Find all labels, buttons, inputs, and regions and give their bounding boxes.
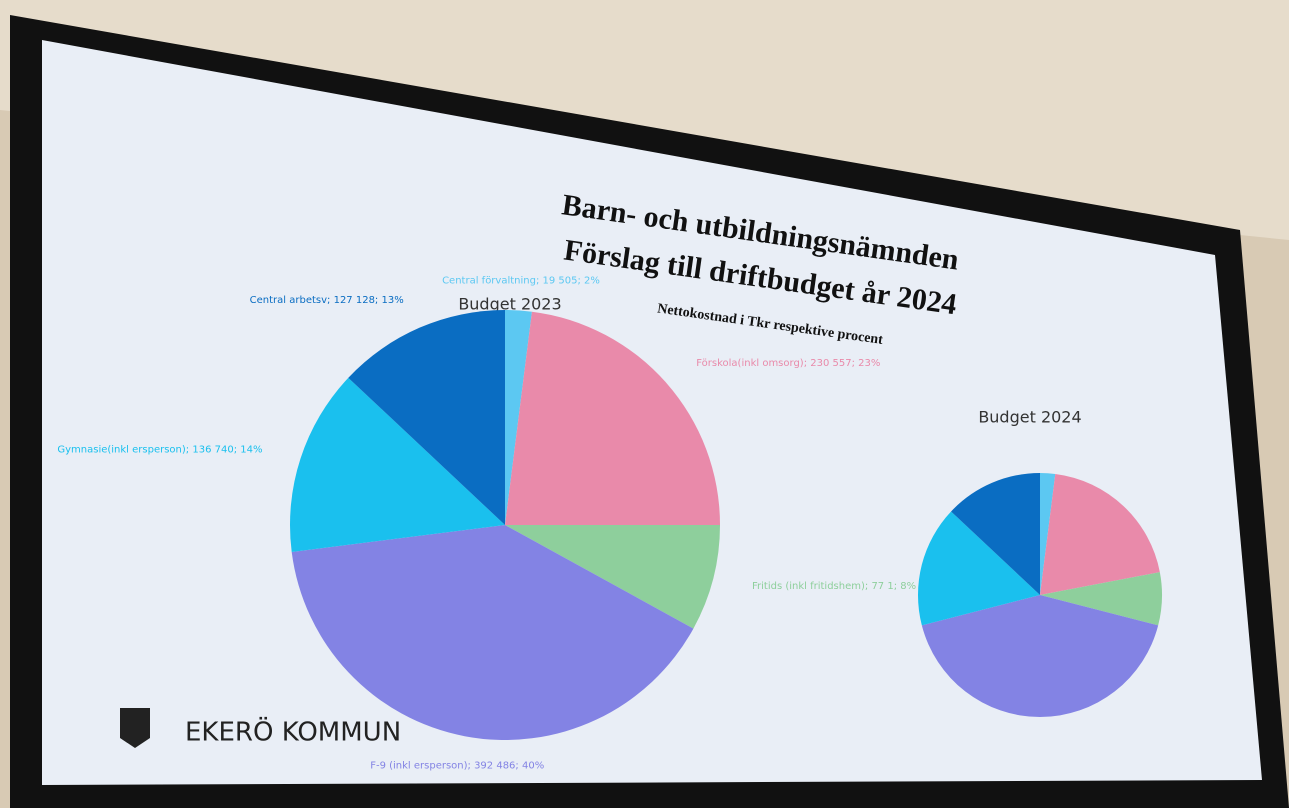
scene: Barn- och utbildningsnämnden Förslag til…	[0, 0, 1289, 808]
slice-label: Gymnasie(inkl ersperson); 136 740; 14%	[57, 444, 262, 455]
slice-label: F-9 (inkl ersperson); 392 486; 40%	[370, 761, 544, 772]
chart-title: Budget 2024	[978, 408, 1081, 427]
slice-label: Central förvaltning; 19 505; 2%	[442, 275, 600, 286]
page: Barn- och utbildningsnämnden Förslag til…	[0, 0, 1289, 808]
slice-label: Central arbetsv; 127 128; 13%	[250, 295, 404, 306]
slice-label: Förskola(inkl omsorg); 230 557; 23%	[696, 358, 880, 369]
slice-label: Fritids (inkl fritidshem); 77 1; 8%	[752, 581, 916, 592]
logo-text: EKERÖ KOMMUN	[185, 716, 401, 748]
